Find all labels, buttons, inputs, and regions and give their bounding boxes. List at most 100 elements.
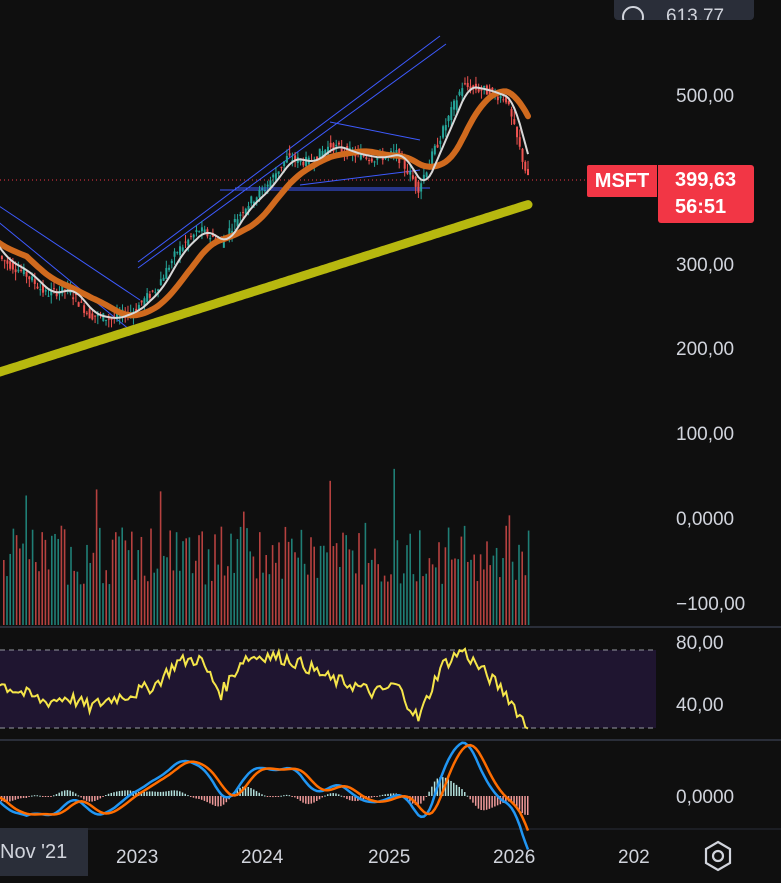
- volume-bar: [367, 562, 370, 625]
- macd-hist-bar: [66, 790, 69, 796]
- volume-bar: [470, 559, 472, 625]
- macd-hist-bar: [170, 790, 173, 796]
- volume-bar: [105, 570, 107, 625]
- candle-body: [439, 140, 442, 145]
- macd-hist-bar: [247, 787, 250, 796]
- volume-bar: [505, 525, 507, 625]
- candle-body: [491, 87, 494, 91]
- macd-hist-bar: [80, 796, 82, 798]
- candle-body: [513, 119, 516, 125]
- volume-bar: [502, 558, 504, 625]
- macd-hist-bar: [496, 796, 499, 806]
- candle-body: [198, 231, 201, 233]
- macd-hist-bar: [263, 795, 266, 797]
- info-circle-icon[interactable]: [622, 6, 644, 20]
- macd-hist-bar: [151, 791, 154, 796]
- volume-bar: [60, 525, 63, 625]
- candle-body: [25, 271, 28, 277]
- candle-body: [102, 313, 105, 322]
- macd-hist-bar: [28, 796, 30, 797]
- macd-hist-bar: [198, 796, 200, 799]
- macd-hist-bar: [209, 796, 211, 804]
- macd-hist-bar: [42, 796, 44, 797]
- candle-body: [370, 158, 373, 162]
- candle-body: [154, 291, 157, 293]
- candle-body: [455, 100, 458, 110]
- volume-bar: [380, 581, 383, 625]
- trend-lines: [0, 35, 447, 331]
- volume-bar: [252, 556, 255, 625]
- macd-hist-bar: [337, 794, 340, 796]
- volume-bar: [508, 515, 511, 625]
- macd-hist-bar: [384, 794, 387, 796]
- macd-hist-bar: [22, 796, 25, 798]
- candle-body: [110, 318, 113, 320]
- volume-bar: [313, 546, 315, 625]
- settings-gear-icon[interactable]: [700, 838, 736, 874]
- volume-bar: [182, 541, 184, 625]
- volume-bar: [19, 548, 21, 625]
- candle-body: [466, 82, 469, 88]
- candle-body: [17, 269, 20, 272]
- macd-hist-bar: [189, 796, 192, 797]
- price-tick-100: 100,00: [676, 424, 734, 445]
- macd-hist-bar: [329, 793, 332, 796]
- candle-body: [480, 89, 483, 91]
- candle-body: [409, 171, 412, 175]
- rsi-band: [0, 650, 656, 728]
- macd-hist-bar: [513, 796, 515, 804]
- candle-body: [269, 180, 272, 188]
- candle-body: [461, 88, 464, 97]
- macd-hist-bar: [9, 796, 11, 802]
- candle-body: [373, 161, 376, 163]
- macd-hist-bar: [244, 786, 247, 796]
- volume-bar: [345, 535, 347, 625]
- candle-body: [488, 88, 491, 98]
- candle-body: [447, 115, 450, 122]
- candle-body: [162, 277, 165, 281]
- volume-bar: [291, 538, 293, 625]
- candle-body: [442, 126, 445, 138]
- candle-body: [85, 312, 88, 314]
- macd-hist-bar: [195, 796, 197, 799]
- candle-body: [453, 100, 456, 110]
- candle-body: [324, 149, 327, 155]
- candle-body: [72, 297, 75, 300]
- candle-body: [302, 161, 305, 166]
- candle-body: [472, 85, 475, 88]
- macd-hist-bar: [55, 794, 58, 796]
- macd-hist-bar: [392, 793, 395, 796]
- volume-bar: [198, 535, 200, 625]
- macd-hist-bar: [159, 791, 162, 796]
- macd-hist-bar: [107, 793, 110, 796]
- macd-hist-bar: [310, 796, 313, 804]
- time-range-label[interactable]: Nov '21: [0, 828, 88, 876]
- candle-body: [318, 148, 321, 158]
- candle-body: [55, 291, 58, 297]
- candle-body: [414, 176, 417, 187]
- volume-bar: [463, 525, 466, 625]
- volume-bar: [281, 578, 283, 625]
- price-badge: 399,63 56:51: [658, 165, 754, 223]
- macd-hist-bar: [343, 796, 345, 798]
- volume-bar: [115, 532, 117, 625]
- trend-line: [137, 35, 441, 263]
- volume-bar: [57, 538, 59, 625]
- volume-bar: [319, 545, 322, 625]
- macd-hist-bar: [483, 796, 485, 811]
- candle-body: [47, 295, 50, 297]
- macd-hist-bar: [272, 796, 274, 798]
- candle-body: [502, 99, 505, 101]
- candle-body: [518, 137, 521, 147]
- volume-bar: [51, 535, 53, 625]
- macd-hist-bar: [168, 790, 170, 796]
- time-tick-2025: 2025: [368, 847, 410, 868]
- candle-body: [299, 159, 302, 162]
- macd-hist-bar: [14, 796, 17, 800]
- macd-hist-bar: [466, 795, 469, 797]
- volume-bar: [38, 571, 40, 625]
- macd-hist-bar: [11, 796, 14, 801]
- candle-body: [458, 91, 461, 96]
- macd-hist-bar: [17, 796, 19, 799]
